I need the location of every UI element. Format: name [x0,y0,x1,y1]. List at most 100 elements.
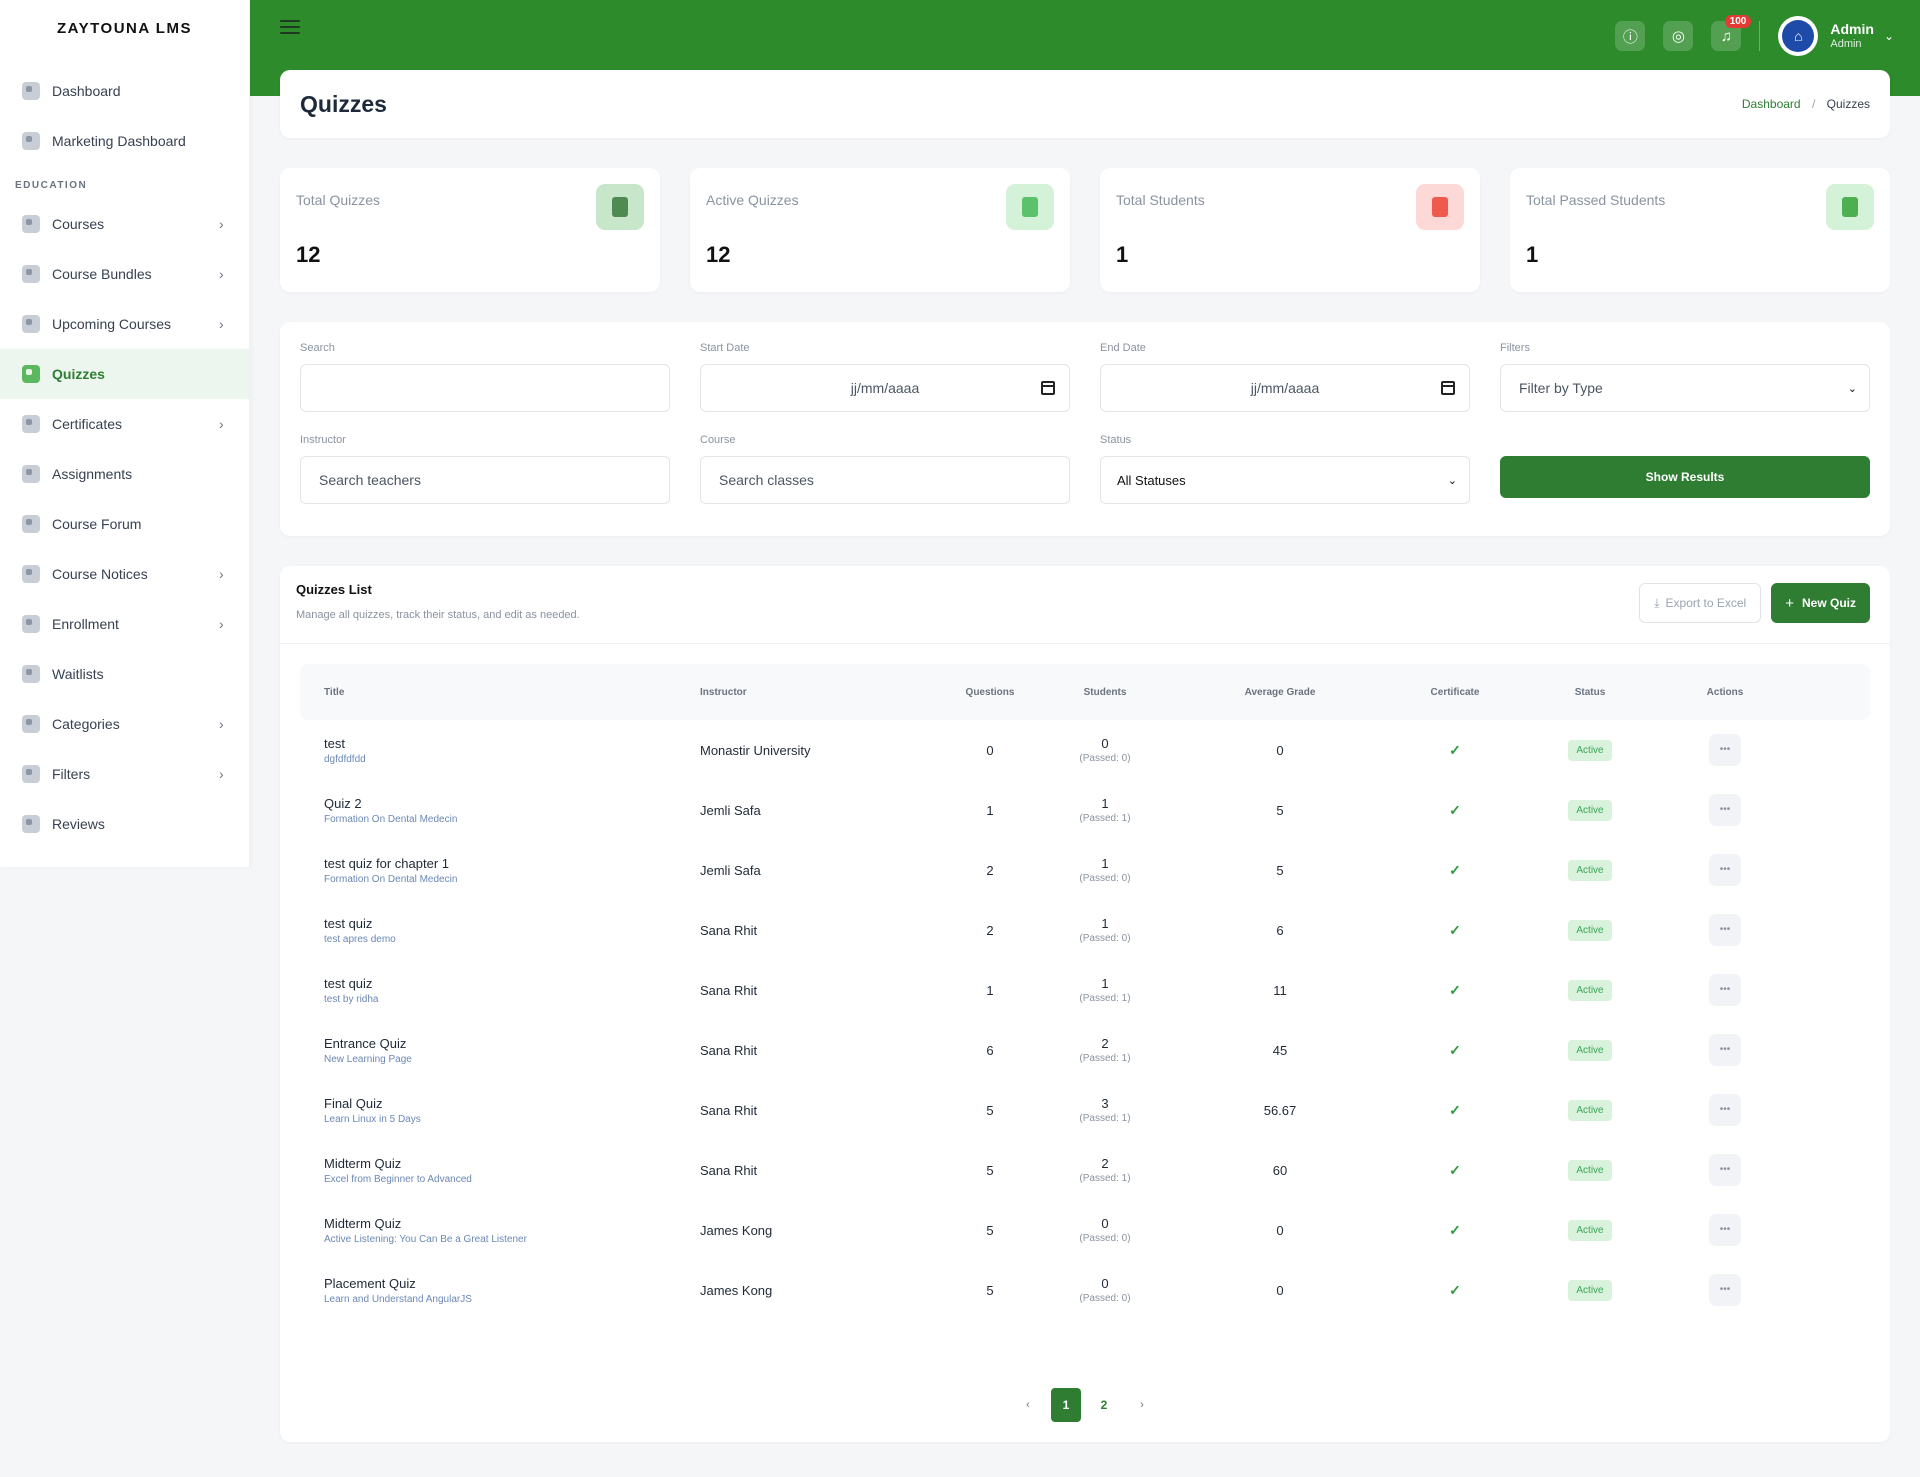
quiz-title[interactable]: Midterm Quiz [324,1215,402,1231]
quiz-passed: (Passed: 1) [1079,813,1131,824]
course-search-input[interactable]: Search classes [700,456,1070,504]
sidebar-item-course-bundles[interactable]: Course Bundles › [0,249,249,299]
sidebar-item-label: Quizzes [52,366,105,382]
sidebar-item-course-forum[interactable]: Course Forum [0,499,249,549]
sidebar-item-dashboard[interactable]: Dashboard [0,66,249,116]
stats-row: Total Quizzes 12 Active Quizzes 12 Total Stu… [280,168,1890,292]
start-date-input[interactable]: jj/mm/aaaa [700,364,1070,412]
quiz-course[interactable]: Excel from Beginner to Advanced [324,1173,472,1185]
column-header-average-grade[interactable]: Average Grade [1244,686,1316,698]
table-row[interactable]: test dgfdfdfdd Monastir University 0 0 (Passe… [300,720,1870,780]
column-header-title[interactable]: Title [324,686,345,698]
more-actions-icon[interactable]: ••• [1709,1154,1741,1186]
check-icon: ✓ [1449,741,1461,758]
table-row[interactable]: Midterm Quiz Active Listening: You Can Be… [300,1200,1870,1260]
quiz-course[interactable]: Active Listening: You Can Be a Great Lis… [324,1233,527,1245]
column-header-students[interactable]: Students [1083,686,1127,698]
quiz-title[interactable]: test quiz [324,975,373,991]
brand-logo[interactable]: ZAYTOUNA LMS [57,19,192,37]
quiz-course[interactable]: Formation On Dental Medecin [324,873,458,885]
quiz-title[interactable]: Quiz 2 [324,795,362,811]
instructor-search-input[interactable]: Search teachers [300,456,670,504]
quiz-title[interactable]: Midterm Quiz [324,1155,402,1171]
sidebar-item-waitlists[interactable]: Waitlists [0,649,249,699]
table-row[interactable]: Entrance Quiz New Learning Page Sana Rhit 6… [300,1020,1870,1080]
breadcrumb-home-link[interactable]: Dashboard [1741,97,1801,111]
more-actions-icon[interactable]: ••• [1709,914,1741,946]
quiz-course[interactable]: Learn Linux in 5 Days [324,1113,421,1125]
quiz-title[interactable]: test quiz [324,915,373,931]
sidebar-item-quizzes[interactable]: Quizzes [0,349,249,399]
pagination-next[interactable]: › [1140,1399,1144,1411]
column-header-status[interactable]: Status [1574,686,1606,698]
table-row[interactable]: Midterm Quiz Excel from Beginner to Advan… [300,1140,1870,1200]
quiz-course[interactable]: Learn and Understand AngularJS [324,1293,472,1305]
avatar[interactable]: ⌂ [1778,16,1819,56]
more-actions-icon[interactable]: ••• [1709,734,1741,766]
sidebar-item-label: Upcoming Courses [52,316,172,332]
globe-icon[interactable]: ◎ [1663,21,1694,51]
status-select[interactable]: All Statuses ⌄ [1100,456,1470,504]
type-filter-select[interactable]: Filter by Type ⌄ [1500,364,1870,412]
more-actions-icon[interactable]: ••• [1709,854,1741,886]
chevron-down-icon[interactable]: ⌄ [1883,29,1894,43]
categories-icon [22,715,40,733]
quiz-title[interactable]: test quiz for chapter 1 [324,855,450,871]
quiz-course[interactable]: Formation On Dental Medecin [324,813,458,825]
sidebar-item-course-notices[interactable]: Course Notices › [0,549,249,599]
show-results-button[interactable]: Show Results [1500,456,1870,498]
table-row[interactable]: Final Quiz Learn Linux in 5 Days Sana Rhit… [300,1080,1870,1140]
column-header-certificate[interactable]: Certificate [1430,686,1480,698]
quiz-title[interactable]: Entrance Quiz [324,1035,407,1051]
more-actions-icon[interactable]: ••• [1709,1214,1741,1246]
quiz-title-cell: test quiz test by ridha [300,976,700,1005]
info-icon[interactable]: ⓘ [1615,21,1646,51]
sidebar-item-filters[interactable]: Filters › [0,749,249,799]
instructor-label: Instructor [300,434,346,446]
quiz-title[interactable]: test [324,735,345,751]
sidebar-item-reviews[interactable]: Reviews [0,799,249,849]
sidebar-item-courses[interactable]: Courses › [0,199,249,249]
table-row[interactable]: Placement Quiz Learn and Understand Angul… [300,1260,1870,1320]
quiz-course[interactable]: test by ridha [324,993,379,1005]
more-actions-icon[interactable]: ••• [1709,1034,1741,1066]
table-row[interactable]: test quiz for chapter 1 Formation On Dent… [300,840,1870,900]
more-actions-icon[interactable]: ••• [1709,1274,1741,1306]
status-badge: Active [1568,859,1612,881]
table-row[interactable]: test quiz test by ridha Sana Rhit 1 1 (Passed… [300,960,1870,1020]
notification-bell-icon[interactable]: ♫ 100 [1711,15,1752,51]
new-quiz-button[interactable]: + New Quiz [1771,583,1870,623]
quiz-instructor: Sana Rhit [700,1042,758,1058]
table-row[interactable]: test quiz test apres demo Sana Rhit 2 1 (Pass… [300,900,1870,960]
sidebar-item-certificates[interactable]: Certificates › [0,399,249,449]
sidebar-item-categories[interactable]: Categories › [0,699,249,749]
more-actions-icon[interactable]: ••• [1709,794,1741,826]
export-to-excel-button[interactable]: ⤓ Export to Excel [1639,583,1762,623]
more-actions-icon[interactable]: ••• [1709,974,1741,1006]
end-date-input[interactable]: jj/mm/aaaa [1100,364,1470,412]
pagination-page-2[interactable]: 2 [1100,1398,1108,1412]
sidebar-item-upcoming-courses[interactable]: Upcoming Courses › [0,299,249,349]
calendar-icon[interactable] [1441,381,1455,395]
sidebar-item-assignments[interactable]: Assignments [0,449,249,499]
actions-cell: ••• [1660,1034,1790,1066]
sidebar-item-marketing-dashboard[interactable]: Marketing Dashboard [0,116,249,166]
user-menu[interactable]: Admin Admin [1830,21,1874,51]
quiz-course[interactable]: New Learning Page [324,1053,412,1065]
status-cell: Active [1520,859,1660,881]
quiz-title[interactable]: Final Quiz [324,1095,383,1111]
breadcrumb-current: Quizzes [1826,97,1870,111]
column-header-questions[interactable]: Questions [965,686,1015,698]
hamburger-menu-icon[interactable] [280,20,300,36]
quiz-course[interactable]: dgfdfdfdd [324,753,366,765]
table-row[interactable]: Quiz 2 Formation On Dental Medecin Jemli S… [300,780,1870,840]
search-input[interactable] [300,364,670,412]
calendar-icon[interactable] [1041,381,1055,395]
quiz-course[interactable]: test apres demo [324,933,396,945]
sidebar-item-enrollment[interactable]: Enrollment › [0,599,249,649]
quiz-title[interactable]: Placement Quiz [324,1275,416,1291]
column-header-instructor[interactable]: Instructor [700,686,747,698]
pagination-prev[interactable]: ‹ [1026,1399,1030,1411]
more-actions-icon[interactable]: ••• [1709,1094,1741,1126]
pagination-page-1[interactable]: 1 [1051,1388,1081,1422]
